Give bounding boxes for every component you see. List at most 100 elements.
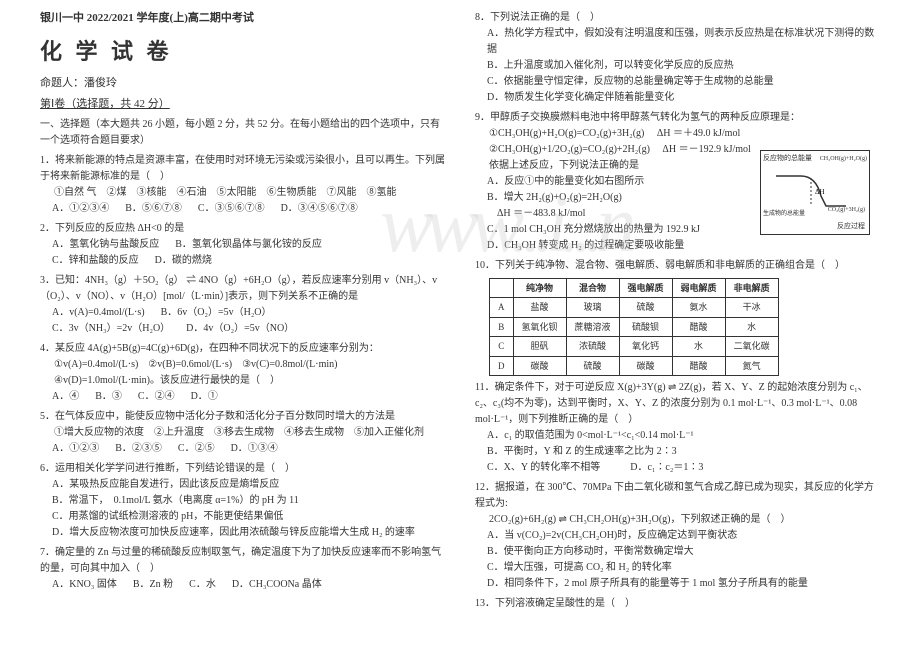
q8-opt-b: B．上升温度或加入催化剂，可以转变化学反应的反应热 (487, 58, 880, 74)
q1-options: A．①②③④ B．⑤⑥⑦⑧ C．③⑤⑥⑦⑧ D．③④⑤⑥⑦⑧ (40, 201, 445, 217)
td: 水 (725, 317, 778, 336)
q6-opt-d: D．增大反应物浓度可加快反应速率，因此用浓硫酸与锌反应能增大生成 H₂ 的速率 (52, 525, 445, 541)
q6-opt-c: C．用蒸馏的试纸检测溶液的 pH，不能更使结果偏低 (52, 509, 445, 525)
q1-choices: ①自然 气 ②煤 ③核能 ④石油 ⑤太阳能 ⑥生物质能 ⑦风能 ⑧氢能 (40, 185, 445, 201)
q5-opt-b: B．②③⑤ (115, 441, 162, 457)
table-row: D 碳酸 硫酸 碳酸 醋酸 氮气 (490, 356, 779, 375)
q4-options: A．④ B．③ C．②④ D．① (40, 389, 445, 405)
q11-opt-b: B．平衡时，Y 和 Z 的生成速率之比为 2∶3 (487, 444, 880, 460)
td: C (490, 337, 514, 356)
q2: 2．下列反应的反应热 ΔH<0 的是 A．氢氧化钠与盐酸反应 B．氢氧化钡晶体与… (40, 221, 445, 269)
q7-opt-a: A．KNO₃ 固体 (52, 577, 117, 593)
q1-text: 1．将来新能源的特点是资源丰富，在使用时对环境无污染或污染很小，且可以再生。下列… (40, 155, 445, 182)
q12: 12．据报道，在 300℃、70MPa 下由二氧化碳和氢气合成乙醇已成为现实，其… (475, 480, 880, 592)
th-4: 弱电解质 (672, 279, 725, 298)
td: 氨水 (672, 298, 725, 317)
q6-opt-b: B．常温下， 0.1mol/L 氨水（电离度 α=1%）的 pH 为 11 (52, 493, 445, 509)
chart-delta-label: ΔH (815, 188, 825, 196)
q2-opt-c: C．锌和盐酸的反应 (52, 253, 139, 269)
q2-opt-d: D．碳的燃烧 (155, 253, 212, 269)
q4-opt-b: B．③ (95, 389, 122, 405)
td: 氧化钙 (619, 337, 672, 356)
q1-opt-c: C．③⑤⑥⑦⑧ (198, 201, 265, 217)
q2-opt-a: A．氢氧化钠与盐酸反应 (52, 237, 159, 253)
q8-opt-d: D．物质发生化学变化确定伴随着能量变化 (487, 90, 880, 106)
section-1-instruction: 一、选择题（本大题共 26 小题，每小题 2 分，共 52 分。在每小题给出的四… (40, 117, 445, 149)
td: 硫酸 (619, 298, 672, 317)
q11-opt-cd: C．X、Y 的转化率不相等 D．c₁∶c₂＝1∶3 (487, 460, 880, 476)
q5-opt-c: C．②⑤ (178, 441, 215, 457)
q4-opt-c: C．②④ (138, 389, 175, 405)
q8-options: A．热化学方程式中，假如没有注明温度和压强，则表示反应热是在标准状况下测得的数据… (475, 26, 880, 106)
chart-left-label: 生成物的总能量 (763, 210, 805, 220)
th-1: 纯净物 (513, 279, 566, 298)
q4-sub1: ①v(A)=0.4mol/(L·s) ②v(B)=0.6mol/(L·s) ③v… (40, 357, 445, 373)
td: D (490, 356, 514, 375)
q7-opt-c: C．水 (189, 577, 216, 593)
q12-opt-d: D．相同条件下，2 mol 原子所具有的能量等于 1 mol 氢分子所具有的能量 (487, 576, 880, 592)
q5-options: A．①②③ B．②③⑤ C．②⑤ D．①③④ (40, 441, 445, 457)
q3-text: 3．已知：4NH₃（g）＋5O₂（g） ⇌ 4NO（g）+6H₂O（g），若反应… (40, 275, 437, 302)
q10: 10．下列关于纯净物、混合物、强电解质、弱电解质和非电解质的正确组合是（ ） 纯… (475, 258, 880, 376)
q4-opt-d: D．① (191, 389, 218, 405)
chart-r-bottom: CO₂(g)+3H₂(g) (828, 206, 865, 216)
q5-choices: ①增大反应物的浓度 ②上升温度 ③移去生成物 ④移去生成物 ⑤加入正催化剂 (40, 425, 445, 441)
chart-reactant-label: 反应物的总能量 (763, 153, 812, 164)
q7-text: 7．确定量的 Zn 与过量的稀硫酸反应制取氢气，确定温度下为了加快反应速率而不影… (40, 547, 441, 574)
q6-opt-a: A．某吸热反应能自发进行，因此该反应是熵增反应 (52, 477, 445, 493)
q3-options-2: C．3v（NH₃）=2v（H₂O） D．4v（O₂）=5v（NO） (40, 321, 445, 337)
td: 氢氧化钡 (513, 317, 566, 336)
td: 浓硫酸 (566, 337, 619, 356)
td: 干冰 (725, 298, 778, 317)
q9-sub1: ①CH₃OH(g)+H₂O(g)=CO₂(g)+3H₂(g) ΔH ＝＋49.0… (475, 126, 880, 142)
q5: 5．在气体反应中，能使反应物中活化分子数和活化分子百分数同时增大的方法是 ①增大… (40, 409, 445, 457)
q7-opt-d: D．CH₃COONa 晶体 (232, 577, 322, 593)
q11-opt-a: A．c₁ 的取值范围为 0<mol·L⁻¹<c₁<0.14 mol·L⁻¹ (487, 428, 880, 444)
th-blank (490, 279, 514, 298)
q3-opt-c: C．3v（NH₃）=2v（H₂O） (52, 321, 170, 337)
q7-options: A．KNO₃ 固体 B．Zn 粉 C．水 D．CH₃COONa 晶体 (40, 577, 445, 593)
td: 碳酸 (619, 356, 672, 375)
section-1-header: 第Ⅰ卷（选择题，共 42 分） (40, 96, 445, 114)
energy-chart: 反应物的总能量 ΔH CH₃OH(g)+H₂O(g) CO₂(g)+3H₂(g)… (760, 150, 870, 235)
page-container: 银川一中 2022/2021 学年度(上)高二期中考试 化 学 试 卷 命题人：… (0, 0, 920, 651)
q10-table: 纯净物 混合物 强电解质 弱电解质 非电解质 A 盐酸 玻璃 硫酸 氨水 干冰 … (489, 278, 779, 376)
q10-text: 10．下列关于纯净物、混合物、强电解质、弱电解质和非电解质的正确组合是（ ） (475, 260, 845, 271)
td: 硫酸钡 (619, 317, 672, 336)
td: 二氧化碳 (725, 337, 778, 356)
q4: 4．某反应 4A(g)+5B(g)=4C(g)+6D(g)，在四种不同状况下的反… (40, 341, 445, 405)
q1-opt-a: A．①②③④ (52, 201, 109, 217)
left-column: 银川一中 2022/2021 学年度(上)高二期中考试 化 学 试 卷 命题人：… (40, 10, 445, 641)
td: 醋酸 (672, 356, 725, 375)
q8: 8．下列说法正确的是（ ） A．热化学方程式中，假如没有注明温度和压强，则表示反… (475, 10, 880, 106)
td: A (490, 298, 514, 317)
q3-opt-a: A．v(A)=0.4mol/(L·s) (52, 305, 145, 321)
q3-options-1: A．v(A)=0.4mol/(L·s) B．6v（O₂）=5v（H₂O） (40, 305, 445, 321)
q12-opt-b: B．使平衡向正方向移动时，平衡常数确定增大 (487, 544, 880, 560)
q5-opt-a: A．①②③ (52, 441, 99, 457)
q12-sub: 2CO₂(g)+6H₂(g) ⇌ CH₃CH₂OH(g)+3H₂O(g)，下列叙… (475, 512, 880, 528)
q12-options: A．当 v(CO₂)=2v(CH₃CH₂OH)时，反应确定达到平衡状态 B．使平… (475, 528, 880, 592)
q7: 7．确定量的 Zn 与过量的稀硫酸反应制取氢气，确定温度下为了加快反应速率而不影… (40, 545, 445, 593)
q12-text: 12．据报道，在 300℃、70MPa 下由二氧化碳和氢气合成乙醇已成为现实，其… (475, 482, 874, 509)
table-row: B 氢氧化钡 蔗糖溶液 硫酸钡 醋酸 水 (490, 317, 779, 336)
th-5: 非电解质 (725, 279, 778, 298)
exam-author: 命题人：潘俊玲 (40, 75, 445, 93)
q7-opt-b: B．Zn 粉 (133, 577, 173, 593)
q5-opt-d: D．①③④ (231, 441, 278, 457)
exam-title: 化 学 试 卷 (40, 34, 445, 69)
q13-text: 13．下列溶液确定呈酸性的是（ ） (475, 598, 635, 609)
td: B (490, 317, 514, 336)
table-row: C 胆矾 浓硫酸 氧化钙 水 二氧化碳 (490, 337, 779, 356)
q6-text: 6．运用相关化学学问进行推断，下列结论错误的是（ ） (40, 463, 295, 474)
q3-opt-b: B．6v（O₂）=5v（H₂O） (161, 305, 272, 321)
q1-opt-d: D．③④⑤⑥⑦⑧ (281, 201, 358, 217)
th-2: 混合物 (566, 279, 619, 298)
q2-text: 2．下列反应的反应热 ΔH<0 的是 (40, 223, 184, 234)
chart-xaxis: 反应过程 (837, 221, 865, 232)
q2-options: A．氢氧化钠与盐酸反应 B．氢氧化钡晶体与氯化铵的反应 C．锌和盐酸的反应 D．… (40, 237, 445, 269)
q2-opt-b: B．氢氧化钡晶体与氯化铵的反应 (175, 237, 322, 253)
q8-opt-c: C．依据能量守恒定律，反应物的总能量确定等于生成物的总能量 (487, 74, 880, 90)
td: 醋酸 (672, 317, 725, 336)
td: 硫酸 (566, 356, 619, 375)
